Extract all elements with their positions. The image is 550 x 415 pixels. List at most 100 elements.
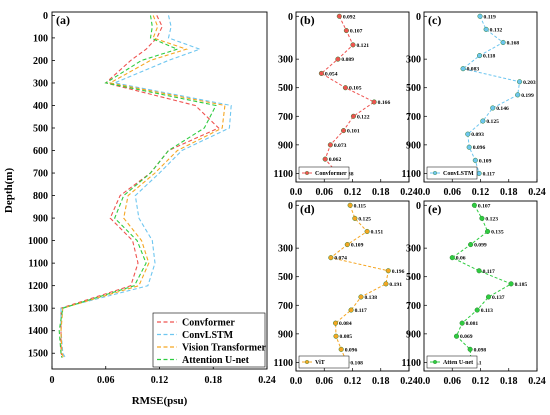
- data-point: [383, 281, 389, 287]
- data-point: [483, 26, 489, 32]
- y-tick-label: 300: [406, 244, 421, 255]
- data-point: [352, 215, 358, 221]
- data-label: 0.137: [492, 295, 505, 301]
- legend-box: [426, 355, 478, 369]
- legend-box: [298, 355, 350, 369]
- data-point: [350, 113, 356, 119]
- data-label: 0.119: [484, 14, 496, 20]
- x-tick-label: 0.18: [500, 187, 518, 198]
- data-label: 0.107: [350, 29, 363, 35]
- data-point: [453, 333, 460, 339]
- x-tick-label: 0: [50, 375, 55, 386]
- panel-label: (b): [300, 13, 315, 27]
- x-tick-label: 0.0: [290, 376, 303, 387]
- legend-marker: [433, 170, 438, 175]
- data-point: [449, 255, 455, 261]
- data-label: 0.123: [485, 216, 498, 222]
- data-point: [338, 346, 344, 352]
- data-label: 0.083: [467, 67, 480, 73]
- data-point: [327, 142, 333, 148]
- data-point: [364, 228, 370, 235]
- legend-box: [426, 166, 478, 180]
- y-tick-label: 1500: [28, 349, 48, 360]
- x-tick-label: 0.24: [528, 187, 546, 198]
- y-axis-title: Depth(m): [3, 168, 15, 214]
- y-tick-label: 900: [33, 214, 48, 225]
- data-point: [358, 294, 364, 300]
- x-tick-label: 0.12: [344, 187, 362, 198]
- data-label: 0.113: [481, 308, 493, 314]
- y-tick-label: 500: [278, 83, 293, 94]
- y-tick-label: 900: [278, 329, 293, 340]
- x-tick-label: 0.06: [316, 187, 334, 198]
- x-tick-label: 0.18: [372, 187, 390, 198]
- data-label: 0.185: [515, 282, 528, 288]
- x-tick-label: 0.24: [528, 376, 546, 387]
- data-label: 0.054: [325, 71, 338, 77]
- data-label: 0.135: [491, 229, 504, 235]
- data-label: 0.151: [371, 229, 384, 235]
- data-label: 0.117: [355, 308, 367, 314]
- data-label: 0.109: [479, 158, 492, 164]
- data-label: 0.117: [483, 171, 495, 177]
- data-point: [385, 268, 391, 274]
- data-label: 0.099: [474, 243, 487, 249]
- data-point: [477, 13, 483, 19]
- x-tick-label: 0.18: [500, 376, 518, 387]
- data-label: 0.096: [473, 145, 486, 151]
- data-label: 0.109: [351, 243, 364, 249]
- panel-label: (d): [300, 202, 315, 216]
- data-point: [459, 320, 465, 326]
- x-tick-label: 0.06: [444, 187, 462, 198]
- y-tick-label: 300: [33, 78, 48, 89]
- series-line-convlstm: [60, 15, 232, 358]
- data-point: [318, 70, 324, 76]
- data-label: 0.06: [456, 256, 466, 262]
- data-label: 0.084: [339, 321, 352, 327]
- data-point: [335, 56, 341, 62]
- y-tick-label: 0: [416, 201, 421, 212]
- data-label: 0.196: [392, 269, 405, 275]
- data-point: [474, 307, 480, 313]
- legend-marker: [305, 170, 310, 175]
- data-label: 0.115: [354, 203, 366, 209]
- y-tick-label: 1300: [28, 304, 48, 315]
- data-label: 0.062: [329, 157, 342, 163]
- data-point: [465, 131, 471, 137]
- data-point: [466, 144, 472, 150]
- y-tick-label: 0: [288, 12, 293, 23]
- data-point: [480, 118, 486, 124]
- series-line-vision-transformer: [60, 15, 226, 358]
- y-tick-label: 1100: [274, 358, 293, 369]
- data-label: 0.105: [349, 86, 362, 92]
- data-label: 0.074: [334, 256, 347, 262]
- panel-e-chart: 0 300 500 700 900 1100 0.0 0.06 0.12 0.18 0.24 (e) 0…: [402, 200, 546, 387]
- y-tick-label: 500: [406, 83, 421, 94]
- data-label: 0.108: [350, 360, 363, 366]
- y-tick-label: 700: [33, 169, 48, 180]
- data-point: [485, 228, 491, 235]
- series-line-convformer: [60, 15, 220, 358]
- data-label: 0.117: [483, 269, 495, 275]
- data-point: [515, 92, 521, 98]
- data-label: 0.118: [483, 54, 495, 60]
- data-point: [508, 281, 514, 287]
- data-point: [342, 85, 348, 91]
- x-tick-label: 0.0: [290, 187, 303, 198]
- data-point: [471, 202, 477, 208]
- data-label: 0.199: [521, 93, 534, 99]
- data-point: [322, 156, 328, 162]
- legend-marker: [433, 360, 438, 365]
- x-tick-label: 0.18: [205, 375, 223, 386]
- data-point: [479, 215, 485, 221]
- y-tick-label: 500: [33, 123, 48, 134]
- y-tick-label: 500: [278, 272, 293, 283]
- legend-label: Vision Transformer: [182, 343, 267, 354]
- x-tick-label: 0.06: [97, 375, 115, 386]
- data-point: [350, 42, 356, 48]
- panel-c-chart: 0 300 500 700 900 1100 0.0 0.06 0.12 0.18 0.24 (c) 0…: [402, 11, 546, 198]
- data-label: 0.085: [340, 334, 353, 340]
- x-tick-label: 0.12: [151, 375, 169, 386]
- panel-d-chart: 0 300 500 700 900 1100 0.0 0.06 0.12 0.18 0.24 (d) 0…: [274, 200, 418, 387]
